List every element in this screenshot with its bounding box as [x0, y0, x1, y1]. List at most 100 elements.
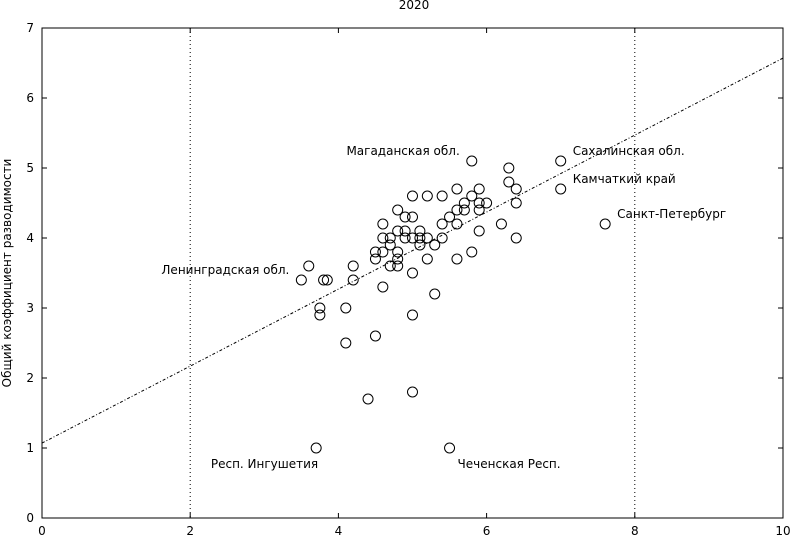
y-tick-label: 7: [26, 21, 34, 35]
data-point: [451, 253, 463, 265]
y-tick-label: 3: [26, 301, 34, 315]
data-point: [392, 253, 404, 265]
data-point: [599, 218, 611, 230]
data-point: [458, 204, 470, 216]
y-tick-label: 5: [26, 161, 34, 175]
x-tick-label: 2: [186, 524, 194, 538]
x-axis-ticks: 0 2 4 6 8 10: [38, 28, 791, 538]
data-point: [362, 393, 374, 405]
data-point: [377, 232, 389, 244]
data-point: [392, 204, 404, 216]
data-point: [421, 232, 433, 244]
data-point: [473, 197, 485, 209]
data-point: [407, 211, 418, 223]
y-tick-label: 0: [26, 511, 34, 525]
data-point: [377, 218, 389, 230]
data-point: [369, 246, 381, 258]
data-point: [414, 232, 426, 244]
data-point: [399, 211, 411, 223]
plot-border: [41, 27, 784, 519]
point-annotation: Камчаткий край: [573, 172, 676, 186]
data-point: [318, 274, 330, 286]
y-tick-label: 2: [26, 371, 34, 385]
data-point: [314, 302, 326, 314]
data-point: [451, 204, 463, 216]
data-point: [414, 225, 426, 237]
data-point: [340, 302, 352, 314]
data-point: [510, 232, 522, 244]
y-tick-label: 6: [26, 91, 34, 105]
data-point: [495, 218, 507, 230]
x-tick-label: 10: [775, 524, 790, 538]
data-point: [407, 267, 418, 279]
data-point: [303, 260, 315, 272]
y-axis-label: Общий коэффициент разводимости: [0, 159, 14, 388]
data-point: [451, 183, 463, 195]
data-point: [555, 183, 567, 195]
point-annotation: Магаданская обл.: [346, 144, 459, 158]
data-point: [436, 190, 448, 202]
point-annotation: Чеченская Респ.: [458, 457, 561, 471]
data-point: [429, 239, 441, 251]
data-point: [555, 155, 567, 167]
data-point: [407, 232, 418, 244]
data-point: [510, 183, 522, 195]
x-tick-label: 4: [335, 524, 343, 538]
point-annotation: Респ. Ингушетия: [211, 457, 318, 471]
data-point: [347, 274, 359, 286]
data-point: [503, 162, 515, 174]
trend-line-group: [41, 57, 784, 444]
reference-lines: [189, 28, 636, 518]
data-point: [407, 309, 418, 321]
data-point: [421, 190, 433, 202]
data-point: [392, 225, 404, 237]
data-point: [466, 246, 478, 258]
data-point: [458, 197, 470, 209]
data-point: [384, 239, 396, 251]
data-point: [384, 232, 396, 244]
x-tick-label: 0: [38, 524, 46, 538]
data-point: [340, 337, 352, 349]
data-point: [436, 218, 448, 230]
data-point: [392, 246, 404, 258]
data-point: [295, 274, 307, 286]
data-point: [473, 183, 485, 195]
data-point: [466, 155, 478, 167]
data-point: [347, 260, 359, 272]
data-point: [481, 197, 493, 209]
data-point: [510, 197, 522, 209]
data-point: [321, 274, 333, 286]
point-annotation: Ленинградская обл.: [161, 263, 289, 277]
y-axis-ticks: 0 1 2 3 4 5 6 7: [26, 21, 783, 525]
data-point: [466, 190, 478, 202]
data-point: [407, 190, 418, 202]
data-point: [399, 225, 411, 237]
data-point: [369, 330, 381, 342]
data-point: [314, 309, 326, 321]
data-point: [473, 225, 485, 237]
data-point: [392, 260, 404, 272]
data-point: [369, 253, 381, 265]
data-point: [310, 442, 322, 454]
data-point: [384, 260, 396, 272]
trend-line: [41, 57, 784, 444]
data-points: [295, 155, 611, 454]
x-tick-label: 8: [631, 524, 639, 538]
chart-title: 2020: [399, 0, 430, 12]
data-point: [429, 288, 441, 300]
data-point: [473, 204, 485, 216]
data-point: [421, 253, 433, 265]
data-point: [399, 232, 411, 244]
data-point: [444, 442, 456, 454]
point-annotation: Сахалинская обл.: [573, 144, 685, 158]
y-tick-label: 4: [26, 231, 34, 245]
data-point: [414, 239, 426, 251]
data-point: [451, 218, 463, 230]
y-tick-label: 1: [26, 441, 34, 455]
plot-frame: [41, 27, 784, 519]
data-point: [377, 246, 389, 258]
point-annotations: Магаданская обл. Сахалинская обл. Камчатки…: [161, 144, 726, 471]
point-annotation: Санкт-Петербург: [617, 207, 726, 221]
data-point: [503, 176, 515, 188]
